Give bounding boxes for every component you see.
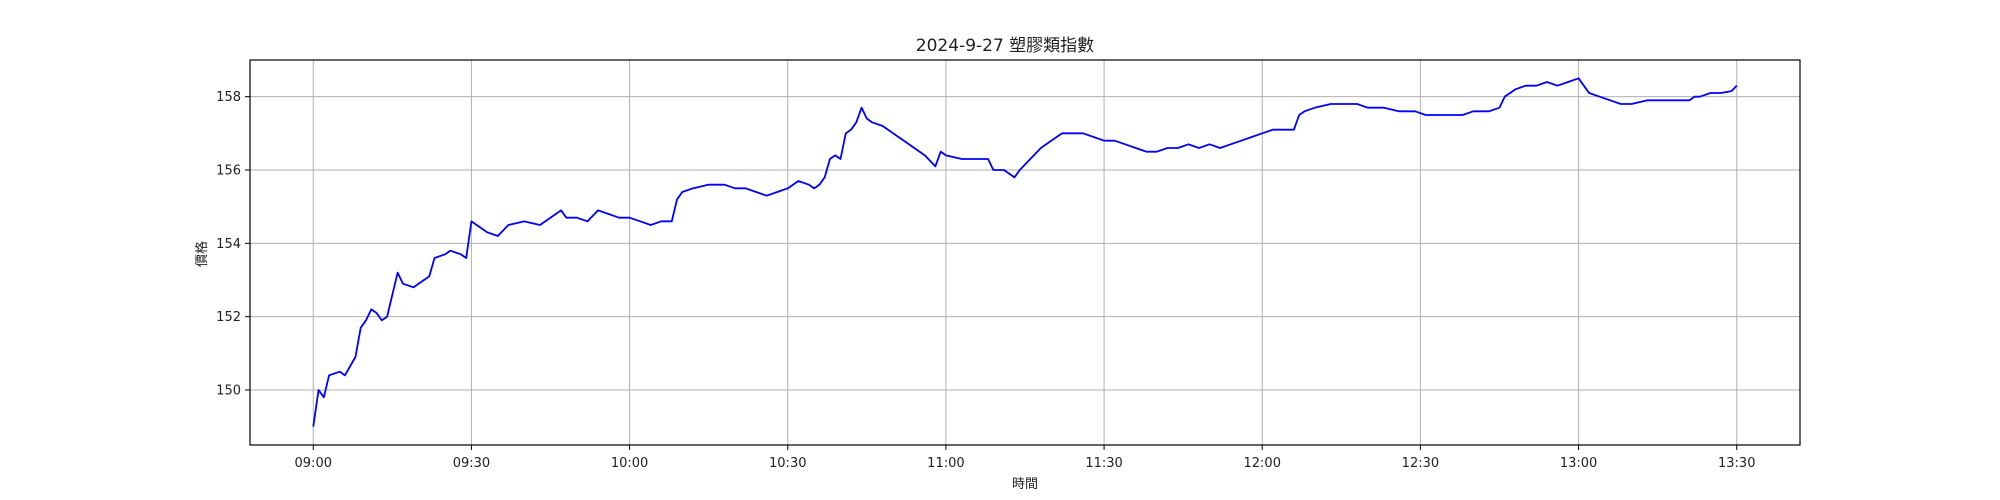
x-tick-label: 11:00 [927,456,964,471]
y-tick-label: 156 [216,164,241,179]
y-tick-label: 158 [216,90,241,105]
x-tick-label: 11:30 [1085,456,1122,471]
x-tick-label: 09:00 [295,456,332,471]
y-tick-label: 150 [216,384,241,399]
y-axis: 150 152 154 156 158 [216,90,250,399]
x-tick-label: 09:30 [453,456,490,471]
series-layer [312,77,1738,427]
y-tick-label: 152 [216,310,241,325]
y-tick-label: 154 [216,237,241,252]
x-axis: 09:00 09:30 10:00 10:30 11:00 11:30 12:00 12:30… [295,445,1755,471]
plot-frame [249,59,1801,446]
chart-title: 2024-9-27 塑膠類指數 [916,36,1094,56]
x-tick-label: 13:30 [1718,456,1755,471]
grid-lines [250,60,1800,445]
x-tick-label: 12:00 [1244,456,1281,471]
x-tick-label: 10:00 [611,456,648,471]
series-line [312,77,1738,427]
x-axis-label: 時間 [1012,477,1038,492]
x-tick-label: 12:30 [1402,456,1439,471]
x-tick-label: 13:00 [1560,456,1597,471]
x-tick-label: 10:30 [769,456,806,471]
y-axis-label: 價格 [194,241,210,267]
